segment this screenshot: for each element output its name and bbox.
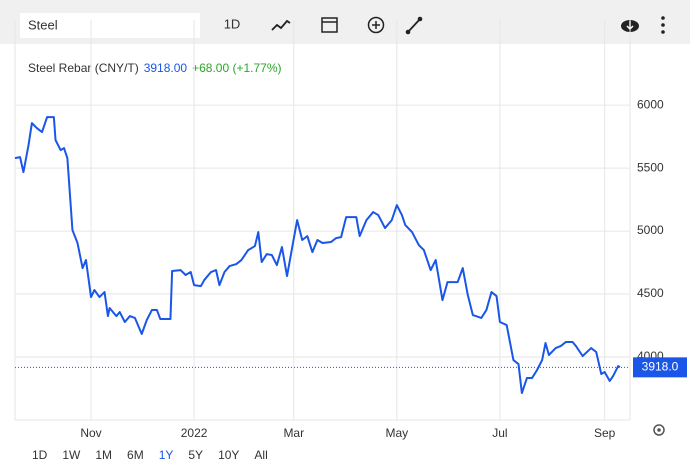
y-tick-label: 5500 — [637, 160, 664, 174]
price-marker-box — [633, 357, 687, 378]
range-button[interactable]: 1D — [32, 448, 48, 462]
legend-text: 3918.00 — [144, 61, 188, 75]
range-button[interactable]: 1M — [95, 448, 112, 462]
x-tick-label: May — [386, 426, 409, 440]
settings-icon[interactable] — [653, 424, 665, 436]
add-indicator-icon[interactable] — [367, 16, 385, 34]
x-tick-label: 2022 — [181, 426, 208, 440]
menu-icon[interactable] — [661, 16, 665, 34]
line-type-icon[interactable] — [271, 19, 291, 31]
range-button[interactable]: 1Y — [159, 448, 174, 462]
interval-button[interactable]: 1D — [224, 16, 241, 31]
legend-text: +68.00 (+1.77%) — [192, 61, 281, 75]
y-tick-label: 5000 — [637, 223, 664, 237]
price-marker-label: 3918.0 — [642, 360, 679, 374]
range-button[interactable]: 5Y — [188, 448, 203, 462]
search-text: Steel — [28, 17, 58, 32]
x-tick-label: Sep — [594, 426, 616, 440]
draw-icon[interactable] — [405, 16, 423, 35]
range-button[interactable]: 10Y — [218, 448, 239, 462]
range-button[interactable]: 6M — [127, 448, 144, 462]
price-line — [14, 116, 621, 395]
legend: Steel Rebar (CNY/T) 3918.00 +68.00 (+1.77%… — [28, 61, 282, 75]
y-tick-label: 6000 — [637, 97, 664, 111]
legend-text: Steel Rebar (CNY/T) — [28, 61, 139, 75]
calendar-icon[interactable] — [321, 17, 338, 33]
x-tick-label: Mar — [283, 426, 304, 440]
range-button[interactable]: 1W — [62, 448, 81, 462]
x-tick-label: Nov — [80, 426, 101, 440]
search-box[interactable] — [20, 13, 200, 38]
y-tick-label: 4500 — [637, 286, 664, 300]
range-button[interactable]: All — [254, 448, 267, 462]
x-tick-label: Jul — [492, 426, 507, 440]
